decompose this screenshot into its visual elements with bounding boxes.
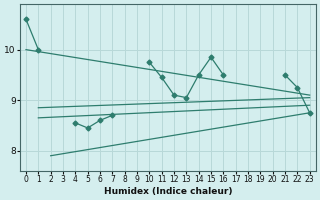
X-axis label: Humidex (Indice chaleur): Humidex (Indice chaleur): [104, 187, 232, 196]
